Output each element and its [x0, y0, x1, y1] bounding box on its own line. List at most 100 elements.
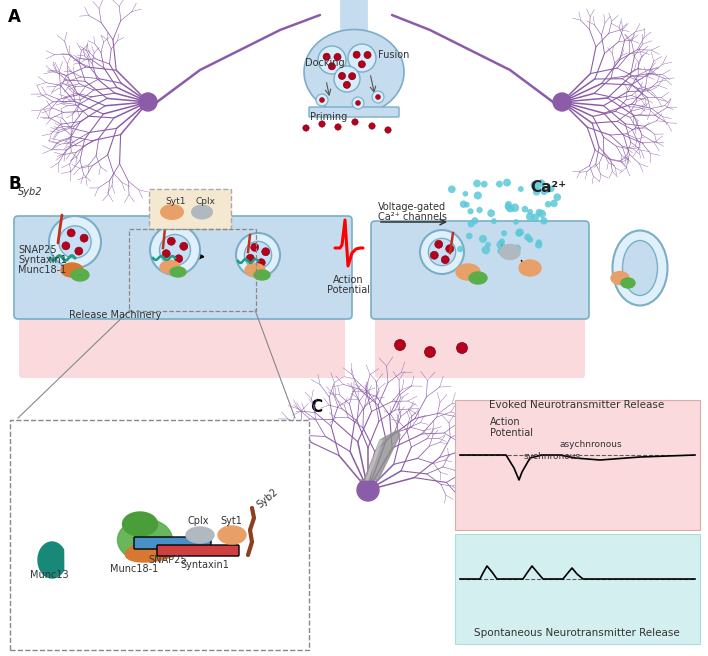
Circle shape — [481, 246, 490, 255]
Circle shape — [496, 180, 503, 188]
Ellipse shape — [191, 205, 213, 220]
Polygon shape — [366, 440, 382, 480]
Ellipse shape — [519, 260, 541, 276]
Circle shape — [497, 247, 505, 255]
Circle shape — [548, 186, 555, 192]
Circle shape — [538, 210, 546, 218]
Circle shape — [522, 206, 528, 213]
Circle shape — [236, 233, 280, 277]
Text: Syt1: Syt1 — [220, 516, 242, 526]
Circle shape — [348, 73, 355, 79]
Circle shape — [139, 93, 157, 111]
Circle shape — [479, 235, 487, 243]
Ellipse shape — [71, 269, 89, 281]
FancyBboxPatch shape — [455, 400, 700, 530]
Circle shape — [485, 242, 491, 247]
Circle shape — [364, 51, 371, 58]
Circle shape — [472, 217, 479, 224]
Circle shape — [257, 258, 266, 267]
Circle shape — [352, 97, 364, 109]
Circle shape — [467, 220, 474, 228]
Circle shape — [394, 340, 406, 350]
Circle shape — [499, 238, 505, 245]
Circle shape — [531, 213, 539, 222]
Circle shape — [334, 66, 360, 92]
Circle shape — [473, 180, 481, 188]
Circle shape — [481, 181, 488, 188]
Circle shape — [167, 237, 176, 245]
Circle shape — [428, 238, 456, 266]
Circle shape — [513, 245, 521, 252]
Circle shape — [430, 251, 438, 259]
Ellipse shape — [118, 519, 173, 561]
Ellipse shape — [612, 230, 668, 306]
Ellipse shape — [622, 241, 658, 295]
FancyBboxPatch shape — [455, 534, 700, 644]
Circle shape — [162, 250, 170, 258]
Circle shape — [353, 51, 360, 58]
Ellipse shape — [61, 263, 83, 277]
Circle shape — [150, 225, 200, 275]
FancyBboxPatch shape — [157, 545, 239, 556]
Circle shape — [372, 91, 384, 103]
Circle shape — [545, 201, 552, 207]
Circle shape — [352, 119, 358, 125]
Circle shape — [369, 123, 375, 129]
Circle shape — [251, 243, 258, 251]
Text: SNAP25: SNAP25 — [18, 245, 57, 255]
Circle shape — [67, 229, 75, 237]
Text: Fusion: Fusion — [378, 50, 409, 60]
Text: Release Machinery: Release Machinery — [69, 310, 161, 320]
Polygon shape — [360, 430, 400, 480]
Circle shape — [246, 255, 254, 262]
Circle shape — [335, 124, 341, 130]
Circle shape — [448, 186, 456, 193]
Circle shape — [537, 179, 545, 187]
Text: B: B — [8, 175, 21, 193]
Circle shape — [467, 208, 474, 215]
Circle shape — [544, 187, 551, 193]
Circle shape — [159, 234, 190, 266]
Circle shape — [441, 256, 450, 264]
Text: Munc18-1: Munc18-1 — [110, 564, 159, 574]
Circle shape — [343, 81, 350, 89]
Circle shape — [425, 346, 435, 358]
Circle shape — [318, 46, 346, 74]
Text: Cplx: Cplx — [196, 197, 216, 206]
Circle shape — [303, 125, 309, 131]
Ellipse shape — [160, 260, 180, 274]
Ellipse shape — [304, 30, 404, 115]
Circle shape — [524, 234, 532, 241]
Circle shape — [338, 72, 346, 79]
Circle shape — [348, 44, 376, 72]
Ellipse shape — [611, 272, 629, 285]
Ellipse shape — [186, 527, 214, 543]
Circle shape — [515, 230, 523, 237]
Ellipse shape — [170, 267, 186, 277]
Ellipse shape — [254, 270, 270, 280]
Circle shape — [262, 248, 270, 256]
Circle shape — [506, 201, 512, 208]
Circle shape — [518, 186, 524, 192]
Circle shape — [536, 187, 542, 193]
Circle shape — [80, 234, 88, 242]
Text: Syb2: Syb2 — [255, 487, 280, 510]
Circle shape — [244, 241, 272, 269]
Text: Ca²⁺: Ca²⁺ — [530, 180, 566, 195]
Circle shape — [491, 218, 497, 224]
FancyBboxPatch shape — [134, 537, 211, 549]
Circle shape — [513, 219, 519, 225]
Circle shape — [319, 121, 325, 127]
Text: Evoked Neurotransmitter Release: Evoked Neurotransmitter Release — [489, 400, 665, 410]
FancyBboxPatch shape — [309, 107, 399, 117]
Polygon shape — [38, 542, 64, 578]
Circle shape — [75, 247, 83, 255]
Text: Syntaxin1: Syntaxin1 — [180, 560, 229, 570]
Circle shape — [503, 178, 511, 186]
Text: Ca²⁺ channels: Ca²⁺ channels — [378, 212, 447, 222]
Circle shape — [446, 245, 454, 253]
Circle shape — [462, 191, 468, 197]
Circle shape — [375, 94, 380, 100]
Circle shape — [180, 242, 188, 251]
Circle shape — [316, 94, 328, 106]
